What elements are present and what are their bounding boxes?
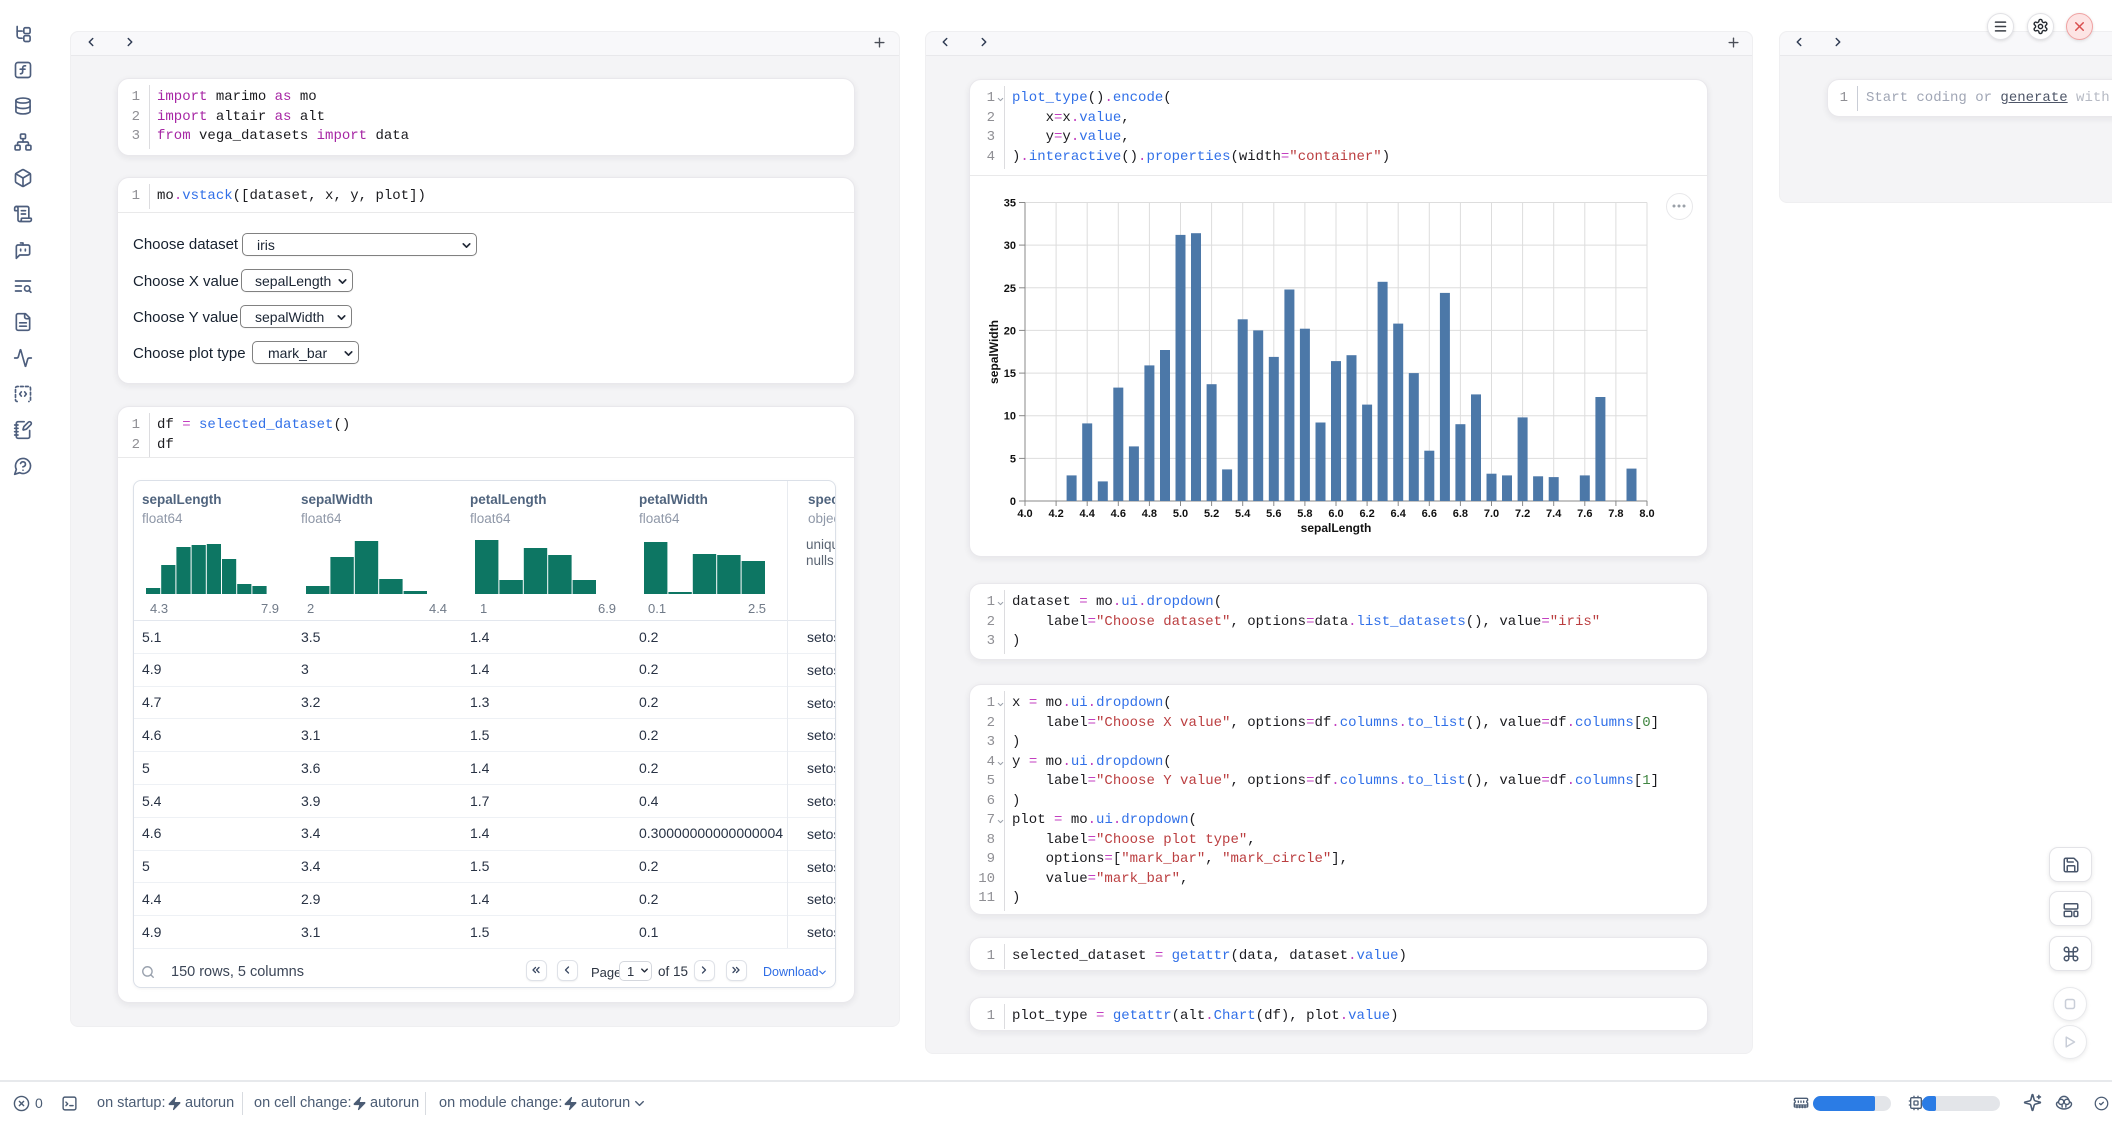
svg-text:sepalWidth: sepalWidth [987,320,1001,384]
svg-text:sepalLength: sepalLength [1301,521,1372,535]
svg-text:25: 25 [1004,283,1016,295]
svg-text:4.0: 4.0 [1017,508,1032,520]
svg-text:20: 20 [1004,325,1016,337]
svg-text:6.0: 6.0 [1328,508,1343,520]
svg-text:4.2: 4.2 [1048,508,1063,520]
svg-text:7.0: 7.0 [1484,508,1499,520]
svg-text:0: 0 [1010,496,1016,508]
svg-text:4.4: 4.4 [1080,508,1096,520]
svg-text:7.8: 7.8 [1608,508,1623,520]
svg-text:5.4: 5.4 [1235,508,1251,520]
svg-text:10: 10 [1004,411,1016,423]
svg-text:8.0: 8.0 [1639,508,1654,520]
svg-text:7.6: 7.6 [1577,508,1592,520]
svg-text:7.4: 7.4 [1546,508,1562,520]
svg-text:5.2: 5.2 [1204,508,1219,520]
svg-text:7.2: 7.2 [1515,508,1530,520]
svg-text:6.6: 6.6 [1422,508,1437,520]
svg-text:6.2: 6.2 [1359,508,1374,520]
svg-text:15: 15 [1004,368,1016,380]
svg-text:35: 35 [1004,198,1016,210]
svg-text:5.0: 5.0 [1173,508,1188,520]
svg-text:6.4: 6.4 [1391,508,1407,520]
svg-text:4.8: 4.8 [1142,508,1157,520]
svg-text:30: 30 [1004,240,1016,252]
svg-text:6.8: 6.8 [1453,508,1468,520]
svg-text:4.6: 4.6 [1111,508,1126,520]
svg-text:5: 5 [1010,453,1016,465]
svg-text:5.6: 5.6 [1266,508,1281,520]
svg-text:5.8: 5.8 [1297,508,1312,520]
